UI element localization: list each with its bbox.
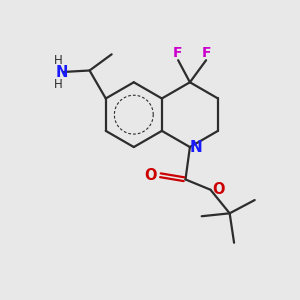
Text: O: O: [145, 167, 157, 182]
Text: H: H: [54, 78, 63, 91]
Text: N: N: [190, 140, 203, 154]
Text: N: N: [56, 65, 68, 80]
Text: F: F: [202, 46, 211, 60]
Text: H: H: [54, 54, 63, 67]
Text: F: F: [173, 46, 182, 60]
Text: O: O: [212, 182, 225, 197]
